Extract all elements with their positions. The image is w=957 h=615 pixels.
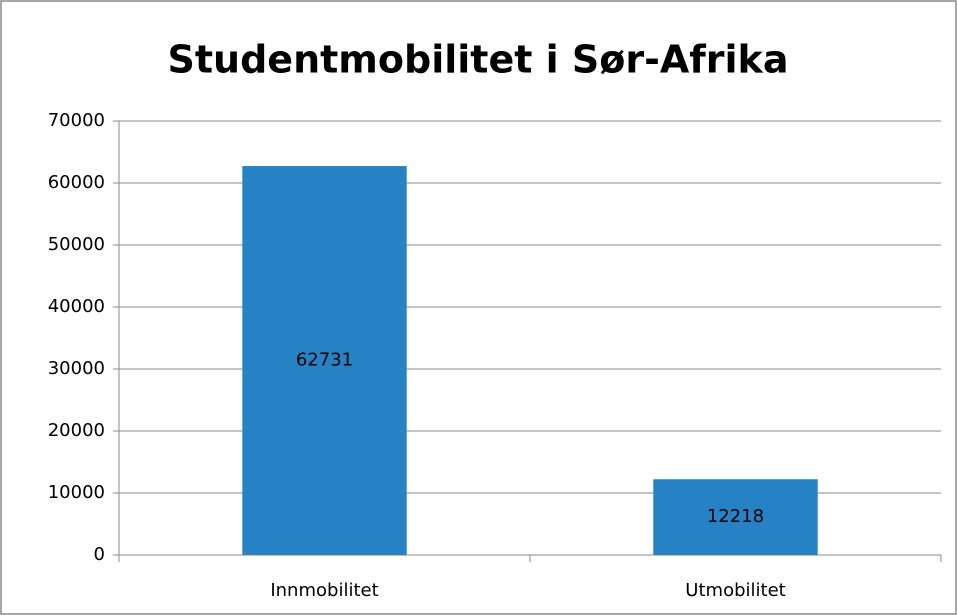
y-tick-label: 10000 [48, 482, 105, 503]
chart-title: Studentmobilitet i Sør-Afrika [168, 38, 789, 82]
y-tick-label: 60000 [48, 172, 105, 193]
y-tick-label: 40000 [48, 296, 105, 317]
data-label: 12218 [707, 506, 764, 527]
x-tick-label: Innmobilitet [270, 580, 378, 601]
x-tick-label: Utmobilitet [685, 580, 785, 601]
y-tick-label: 50000 [48, 234, 105, 255]
y-tick-label: 0 [94, 544, 105, 565]
data-label: 62731 [296, 350, 353, 371]
y-tick-label: 20000 [48, 420, 105, 441]
y-tick-label: 30000 [48, 358, 105, 379]
y-tick-label: 70000 [48, 110, 105, 131]
bar [242, 166, 407, 555]
bar [653, 479, 818, 555]
